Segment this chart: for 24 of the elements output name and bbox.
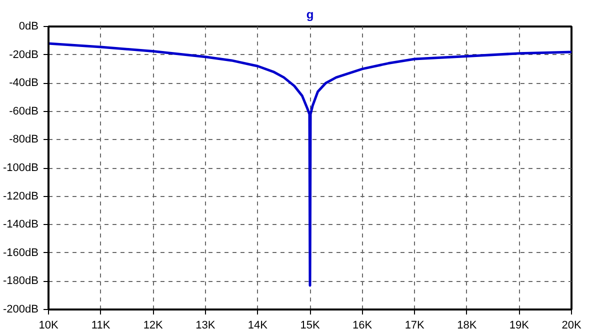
y-tick-label: -200dB [3,304,39,316]
x-tick-label: 16K [352,320,373,332]
chart-title: g [306,8,314,22]
x-tick-label: 18K [457,320,478,332]
y-tick-label: -20dB [9,48,39,61]
y-tick-label: 0dB [18,20,39,32]
x-tick-label: 11K [91,320,111,332]
x-tick-label: 12K [143,320,164,332]
x-tick-label: 14K [248,320,268,332]
y-tick-label: -120dB [3,190,39,202]
x-tick-label: 19K [509,320,530,332]
y-tick-label: -160dB [3,246,39,259]
x-tick-label: 20K [562,320,582,332]
y-tick-label: -80dB [9,134,39,146]
y-tick-label: -40dB [9,77,39,90]
y-tick-label: -60dB [9,105,39,118]
x-tick-label: 10K [38,320,59,332]
x-tick-label: 15K [300,320,320,332]
y-tick-label: -100dB [3,162,39,174]
line-series [48,42,572,287]
x-tick-label: 17K [404,320,426,332]
y-tick-label: -140dB [3,218,39,231]
y-tick-label: -180dB [3,275,39,288]
x-tick-label: 13K [196,320,216,332]
